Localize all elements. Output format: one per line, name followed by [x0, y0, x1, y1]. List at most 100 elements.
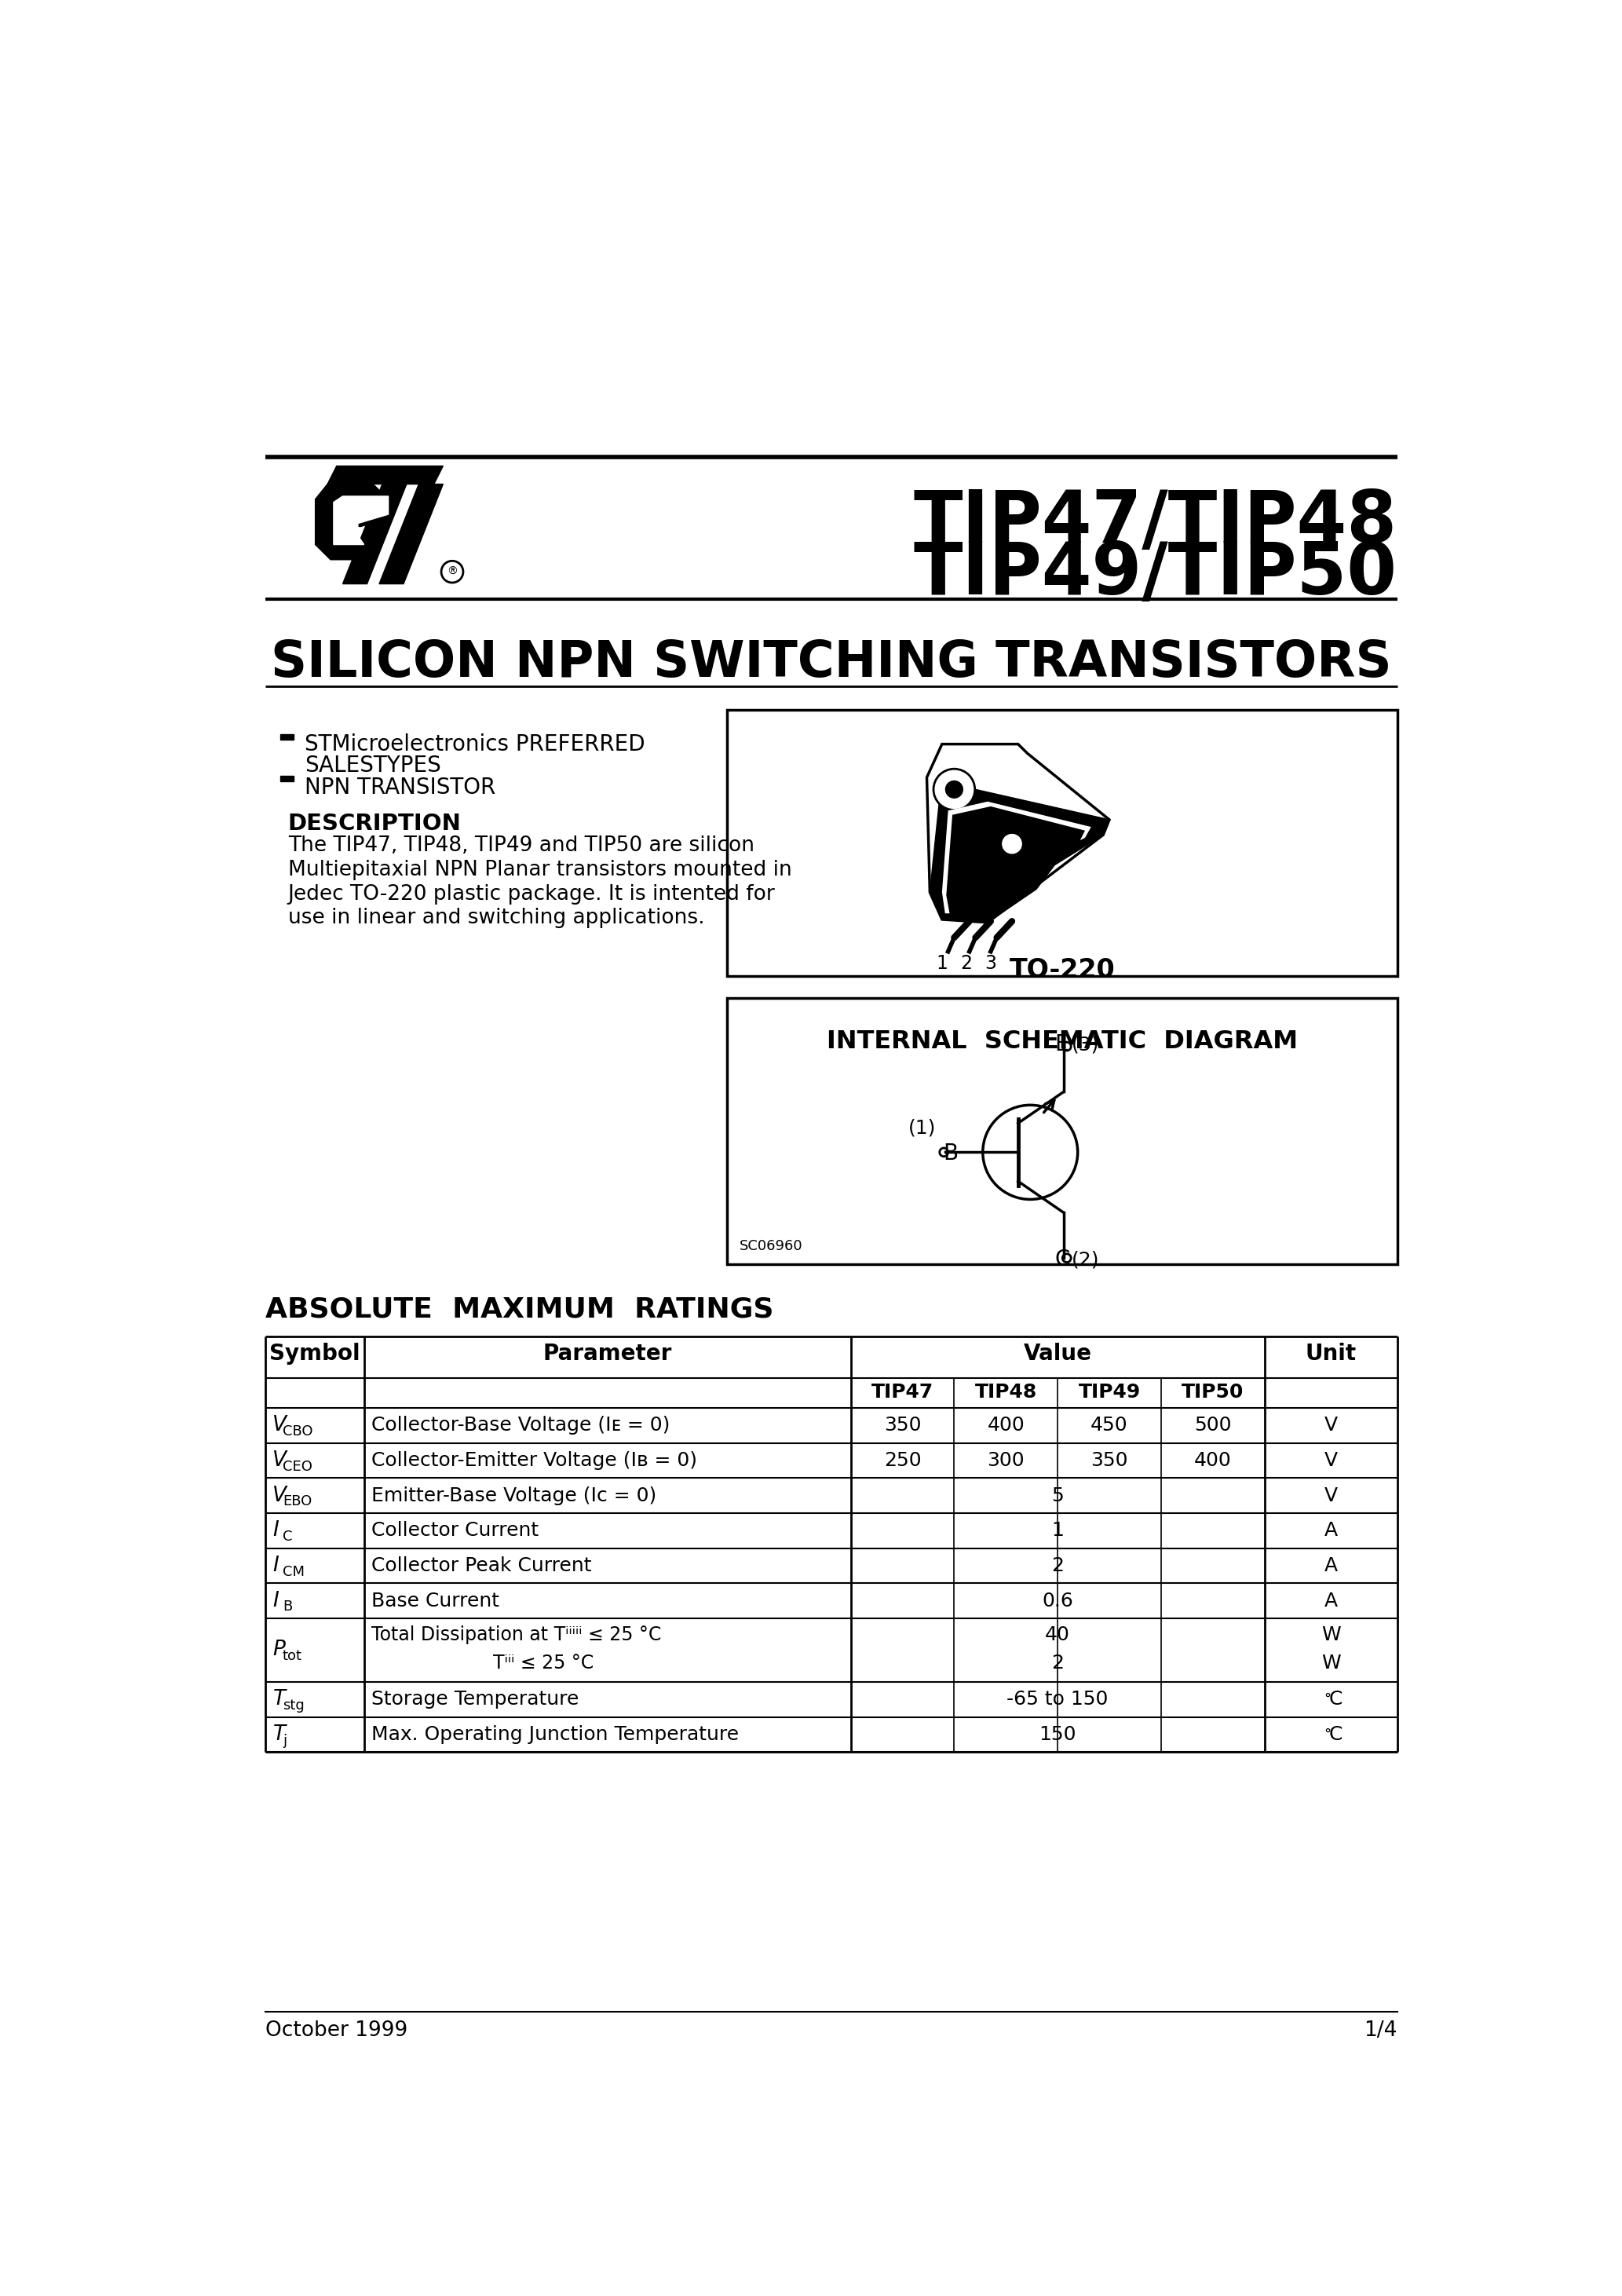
Text: 0.6: 0.6 [1041, 1591, 1074, 1609]
Text: 2: 2 [1051, 1557, 1064, 1575]
Text: ABSOLUTE  MAXIMUM  RATINGS: ABSOLUTE MAXIMUM RATINGS [266, 1297, 774, 1322]
Text: 2: 2 [960, 953, 972, 974]
Text: B: B [944, 1143, 959, 1164]
Text: I: I [272, 1591, 279, 1612]
Polygon shape [342, 484, 407, 583]
Polygon shape [929, 790, 1109, 923]
Text: A: A [1324, 1557, 1338, 1575]
Text: SILICON NPN SWITCHING TRANSISTORS: SILICON NPN SWITCHING TRANSISTORS [271, 638, 1392, 687]
Polygon shape [942, 801, 1092, 914]
Text: -65 to 150: -65 to 150 [1007, 1690, 1108, 1708]
Text: use in linear and switching applications.: use in linear and switching applications… [289, 907, 704, 928]
Text: ®: ® [446, 567, 457, 576]
Text: Max. Operating Junction Temperature: Max. Operating Junction Temperature [371, 1724, 738, 1745]
Text: (1): (1) [908, 1118, 936, 1137]
Text: SALESTYPES: SALESTYPES [305, 755, 441, 776]
Text: Collector-Emitter Voltage (Iʙ = 0): Collector-Emitter Voltage (Iʙ = 0) [371, 1451, 697, 1469]
Text: Multiepitaxial NPN Planar transistors mounted in: Multiepitaxial NPN Planar transistors mo… [289, 859, 792, 879]
Text: V: V [272, 1486, 287, 1506]
Text: 350: 350 [884, 1417, 921, 1435]
Text: Tⁱⁱⁱ ≤ 25 °C: Tⁱⁱⁱ ≤ 25 °C [493, 1653, 594, 1671]
Text: V: V [272, 1414, 287, 1435]
Polygon shape [315, 484, 391, 560]
Text: 400: 400 [988, 1417, 1025, 1435]
Text: Collector-Base Voltage (Iᴇ = 0): Collector-Base Voltage (Iᴇ = 0) [371, 1417, 670, 1435]
Text: 1: 1 [936, 953, 947, 974]
Text: V: V [1324, 1486, 1338, 1506]
Text: Unit: Unit [1306, 1343, 1356, 1364]
Polygon shape [946, 806, 1085, 916]
Polygon shape [334, 496, 388, 544]
Text: V: V [1324, 1451, 1338, 1469]
Text: I: I [272, 1520, 279, 1541]
Circle shape [1001, 833, 1023, 854]
Text: T: T [272, 1690, 285, 1711]
Polygon shape [380, 484, 443, 583]
Text: TO-220: TO-220 [1009, 957, 1114, 983]
Text: C: C [1328, 1690, 1343, 1708]
Text: Value: Value [1023, 1343, 1092, 1364]
Text: Total Dissipation at Tⁱⁱⁱⁱⁱ ≤ 25 °C: Total Dissipation at Tⁱⁱⁱⁱⁱ ≤ 25 °C [371, 1626, 662, 1644]
Circle shape [934, 769, 975, 810]
Text: W: W [1320, 1626, 1340, 1644]
Text: Collector Peak Current: Collector Peak Current [371, 1557, 592, 1575]
Text: stg: stg [282, 1699, 305, 1713]
Bar [281, 735, 294, 739]
Text: C: C [282, 1529, 292, 1543]
Text: SC06960: SC06960 [740, 1240, 803, 1254]
Text: Jedec TO-220 plastic package. It is intented for: Jedec TO-220 plastic package. It is inte… [289, 884, 775, 905]
Text: A: A [1324, 1522, 1338, 1541]
Text: 1: 1 [1051, 1522, 1064, 1541]
Bar [727, 999, 1397, 1265]
Text: °: ° [1324, 1692, 1330, 1706]
Text: P: P [272, 1639, 285, 1660]
Bar [281, 776, 294, 781]
Text: E: E [1054, 1033, 1069, 1056]
Text: Emitter-Base Voltage (Iᴄ = 0): Emitter-Base Voltage (Iᴄ = 0) [371, 1486, 657, 1506]
Text: A: A [1324, 1591, 1338, 1609]
Text: TIP47/TIP48: TIP47/TIP48 [913, 487, 1397, 558]
Text: 3: 3 [985, 953, 996, 974]
Text: j: j [282, 1733, 287, 1747]
Text: 350: 350 [1090, 1451, 1127, 1469]
Text: T: T [272, 1724, 285, 1745]
Text: 5: 5 [1051, 1486, 1064, 1506]
Text: EBO: EBO [282, 1495, 311, 1508]
Circle shape [946, 781, 963, 799]
Text: C: C [1054, 1249, 1071, 1272]
Text: 450: 450 [1090, 1417, 1127, 1435]
Text: 2: 2 [1051, 1653, 1064, 1671]
Text: (2): (2) [1072, 1251, 1100, 1270]
Text: Base Current: Base Current [371, 1591, 500, 1609]
Text: 150: 150 [1040, 1724, 1077, 1745]
Bar [727, 709, 1397, 976]
Text: DESCRIPTION: DESCRIPTION [289, 813, 461, 833]
Text: C: C [1328, 1724, 1343, 1745]
Text: 500: 500 [1194, 1417, 1231, 1435]
Text: (3): (3) [1072, 1035, 1100, 1054]
Text: Storage Temperature: Storage Temperature [371, 1690, 579, 1708]
Text: B: B [282, 1600, 292, 1614]
Text: 300: 300 [988, 1451, 1025, 1469]
Text: tot: tot [282, 1649, 302, 1662]
Text: W: W [1320, 1653, 1340, 1671]
Text: 400: 400 [1194, 1451, 1231, 1469]
Text: 250: 250 [884, 1451, 921, 1469]
Text: Symbol: Symbol [269, 1343, 360, 1364]
Text: 40: 40 [1045, 1626, 1071, 1644]
Text: INTERNAL  SCHEMATIC  DIAGRAM: INTERNAL SCHEMATIC DIAGRAM [827, 1029, 1298, 1054]
Text: 1/4: 1/4 [1364, 2020, 1397, 2041]
Text: TIP48: TIP48 [975, 1382, 1036, 1401]
Text: V: V [272, 1451, 287, 1472]
Text: I: I [272, 1557, 279, 1575]
Text: TIP49/TIP50: TIP49/TIP50 [913, 540, 1397, 608]
Text: CM: CM [282, 1566, 305, 1580]
Text: NPN TRANSISTOR: NPN TRANSISTOR [305, 776, 496, 799]
Text: Collector Current: Collector Current [371, 1522, 539, 1541]
Text: October 1999: October 1999 [266, 2020, 407, 2041]
Text: CEO: CEO [282, 1460, 311, 1474]
Text: V: V [1324, 1417, 1338, 1435]
Text: STMicroelectronics PREFERRED: STMicroelectronics PREFERRED [305, 732, 646, 755]
Polygon shape [328, 466, 443, 484]
Text: TIP47: TIP47 [871, 1382, 934, 1401]
